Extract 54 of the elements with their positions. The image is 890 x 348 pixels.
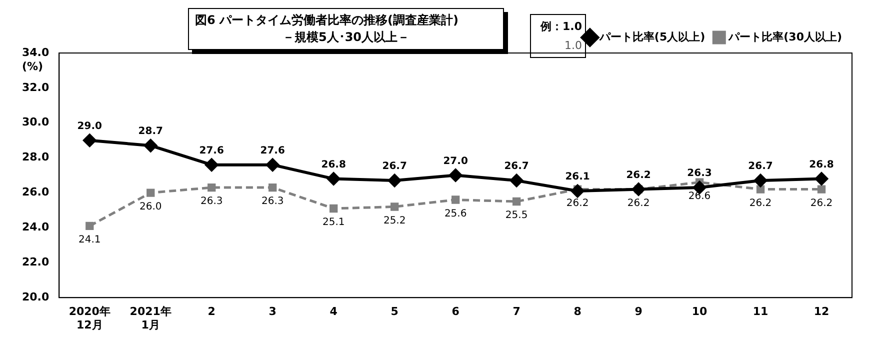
y-tick-label: 26.0: [22, 186, 50, 199]
x-tick-label: 2: [208, 305, 216, 318]
data-label: 26.6: [688, 190, 711, 202]
y-tick-label: 22.0: [22, 256, 50, 269]
x-tick-label: 2020年 12月: [68, 305, 110, 332]
x-tick-label: 12: [814, 305, 830, 318]
y-tick-label: 32.0: [22, 80, 50, 94]
y-tick-label: 30.0: [22, 116, 50, 129]
data-label: 26.2: [626, 170, 651, 181]
data-label: 25.6: [444, 208, 467, 220]
data-label: 27.6: [260, 145, 285, 156]
data-label: 27.0: [443, 156, 468, 167]
data-label: 29.0: [77, 120, 102, 132]
data-label: 24.1: [78, 234, 101, 246]
data-label: 26.2: [810, 198, 833, 209]
x-tick-label: 9: [634, 305, 642, 318]
data-label: 26.7: [382, 161, 407, 172]
data-label: 26.2: [627, 198, 650, 209]
data-label: 28.7: [138, 126, 163, 138]
data-label: 26.8: [809, 159, 834, 170]
data-label: 27.6: [199, 145, 224, 156]
text: 1.0: [564, 38, 582, 54]
data-label: 26.2: [749, 198, 772, 209]
data-label: 25.5: [505, 210, 528, 222]
x-tick-label: 5: [390, 305, 398, 318]
legend-label: パート比率(30人以上): [728, 30, 842, 44]
data-label: 26.3: [200, 196, 223, 208]
data-label: 26.3: [261, 196, 284, 208]
legend-label: パート比率(5人以上): [598, 30, 706, 44]
x-tick-label: 7: [512, 305, 520, 318]
data-label: 26.7: [504, 161, 529, 172]
y-axis-title: (%): [22, 60, 44, 73]
chart-title: 図6 パートタイム労働者比率の推移(調査産業計): [195, 12, 460, 29]
x-tick-label: 8: [574, 305, 582, 318]
data-label: 26.2: [566, 198, 589, 209]
data-label: 26.3: [687, 168, 712, 180]
data-label: 26.7: [748, 161, 773, 172]
y-tick-label: 28.0: [22, 150, 50, 164]
y-tick-label: 20.0: [22, 290, 50, 304]
x-tick-label: 3: [268, 305, 276, 318]
data-label: 25.1: [322, 217, 345, 228]
text: 例：1.0: [539, 19, 582, 35]
x-tick-label: 10: [692, 305, 708, 318]
y-tick-label: 34.0: [22, 46, 50, 59]
x-tick-label: 11: [752, 305, 768, 318]
x-tick-label: 2021年 1月: [130, 305, 172, 332]
data-label: 26.1: [565, 172, 590, 183]
data-label: 25.2: [383, 215, 406, 226]
x-tick-label: 6: [452, 305, 460, 318]
data-label: 26.8: [321, 159, 346, 170]
y-tick-label: 24.0: [22, 220, 50, 234]
x-tick-label: 4: [330, 305, 338, 318]
data-label: 26.0: [139, 201, 162, 212]
chart-subtitle: －規模5人･30人以上－: [281, 29, 411, 46]
